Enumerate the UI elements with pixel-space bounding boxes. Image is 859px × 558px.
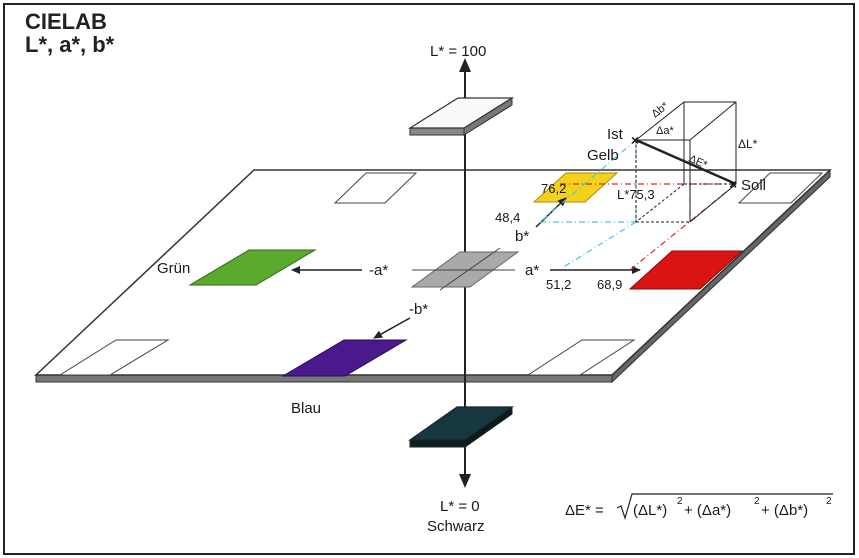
blue-patch (281, 339, 408, 377)
title-line-2: L*, a*, b* (25, 32, 115, 57)
formula-term-2: + (Δa*) (684, 502, 731, 519)
formula-lhs: ΔE* = (565, 502, 604, 519)
formula-term-1: (ΔL*) (633, 502, 667, 519)
l100-label: L* = 100 (430, 43, 486, 60)
center-cross-b (439, 247, 501, 291)
neg-b-label: -b* (409, 301, 428, 318)
formula-sq-2: 2 (754, 496, 760, 507)
formula-term-3: + (Δb*) (761, 502, 808, 519)
gelb-label: Gelb (587, 147, 619, 164)
formula-sq-1: 2 (677, 496, 683, 507)
value-68-9: 68,9 (597, 277, 622, 292)
value-l-75-3: L*75,3 (617, 187, 655, 202)
value-48-4: 48,4 (495, 210, 520, 225)
soll-label: Soll (741, 177, 766, 194)
delta-e-formula: ΔE* = (ΔL*) 2 + (Δa*) 2 + (Δb*) 2 (565, 493, 833, 521)
l0-label: L* = 0 (440, 498, 480, 515)
pos-b-label: b* (515, 228, 529, 245)
ist-label: Ist (607, 126, 624, 143)
cyan-dash-3 (561, 221, 637, 269)
pos-a-label: a* (525, 262, 539, 279)
diagram-title: CIELAB L*, a*, b* (25, 10, 114, 56)
schwarz-label: Schwarz (427, 518, 485, 535)
cyan-dash-1 (539, 139, 637, 223)
value-76-2: 76,2 (541, 181, 566, 196)
yellow-patch (532, 172, 619, 203)
green-patch (188, 249, 317, 286)
white-plate (407, 97, 515, 136)
l-axis-up-arrow (459, 58, 471, 72)
gruen-label: Grün (157, 260, 190, 277)
delta-b-label: Δb* (649, 100, 671, 121)
title-line-1: CIELAB (25, 9, 107, 34)
delta-e-line (635, 138, 737, 186)
formula-sq-3: 2 (826, 496, 832, 507)
sqrt-sign (616, 493, 833, 521)
red-patch (628, 250, 744, 290)
ist-marker: × (631, 132, 639, 148)
delta-a-label: Δa* (656, 125, 674, 137)
black-plate (408, 406, 514, 448)
neg-b-arrow (373, 317, 411, 339)
value-51-2: 51,2 (546, 277, 571, 292)
neg-a-label: -a* (369, 262, 388, 279)
blau-label: Blau (291, 400, 321, 417)
delta-box (635, 101, 737, 223)
l-axis-down-arrow (459, 474, 471, 488)
delta-l-label: ΔL* (738, 137, 758, 151)
soll-marker: × (729, 176, 737, 192)
